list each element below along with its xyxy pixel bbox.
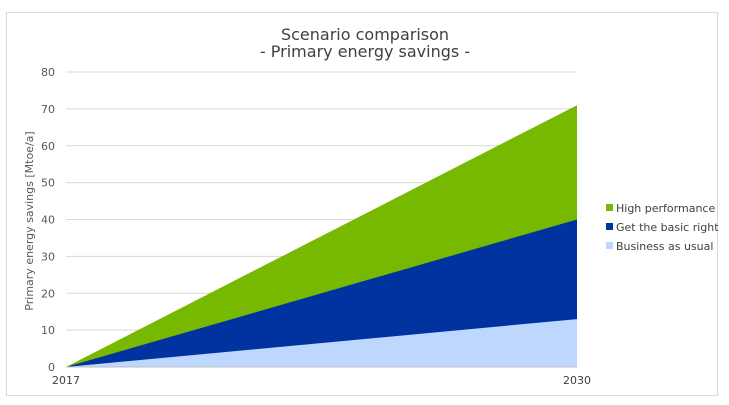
area-business-as-usual	[66, 319, 577, 367]
y-tick-label: 30	[41, 250, 55, 263]
y-tick-label: 70	[41, 103, 55, 116]
series-areas	[66, 105, 577, 367]
y-tick-label: 0	[48, 361, 55, 374]
y-axis-label: Primary energy savings [Mtoe/a]	[23, 131, 36, 310]
legend-swatch	[606, 223, 613, 230]
area-get-the-basic-right	[66, 219, 577, 367]
y-tick-label: 20	[41, 287, 55, 300]
y-tick-label: 60	[41, 140, 55, 153]
chart-subtitle: - Primary energy savings -	[260, 42, 470, 61]
legend-swatch	[606, 242, 613, 249]
y-tick-label: 50	[41, 177, 55, 190]
legend-label: Get the basic right	[616, 221, 719, 234]
x-tick-label: 2030	[563, 374, 591, 387]
legend-swatch	[606, 204, 613, 211]
legend-label: Business as usual	[616, 240, 713, 253]
x-tick-label: 2017	[52, 374, 80, 387]
legend-label: High performance	[616, 202, 715, 215]
chart-title: Scenario comparison	[281, 25, 449, 44]
y-tick-label: 80	[41, 66, 55, 79]
y-tick-label: 10	[41, 324, 55, 337]
legend: High performance Get the basic right Busin…	[606, 202, 719, 253]
y-tick-label: 40	[41, 214, 55, 227]
